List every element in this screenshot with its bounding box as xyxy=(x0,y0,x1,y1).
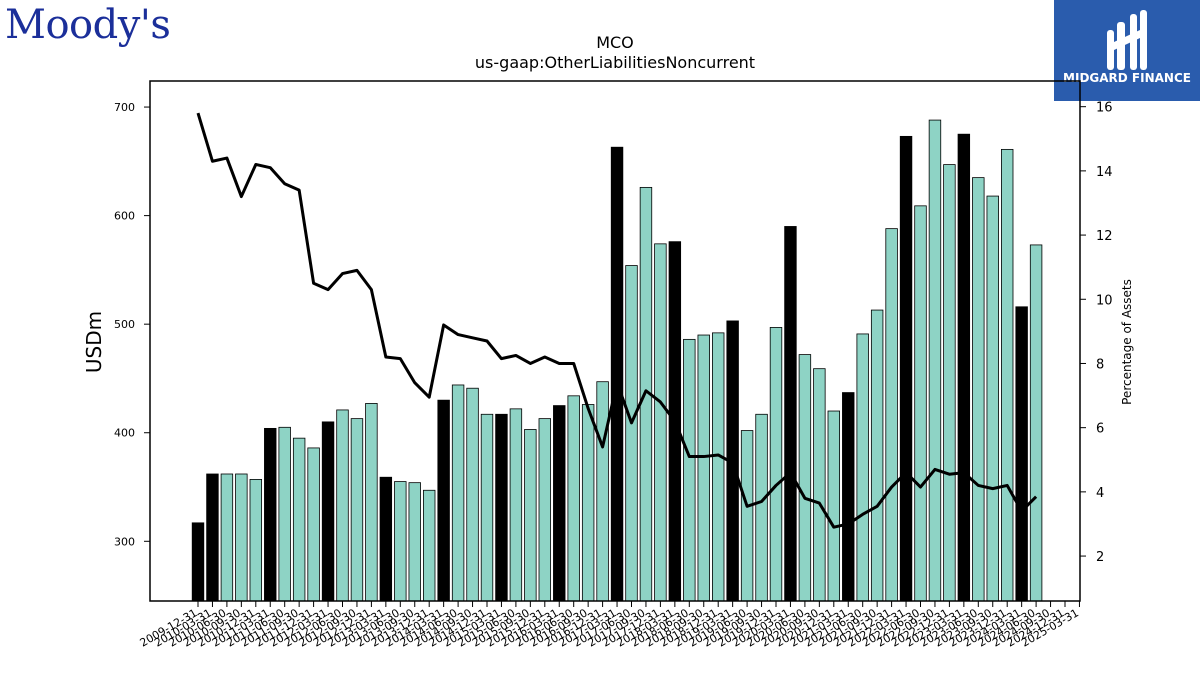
bar xyxy=(798,354,812,602)
bar xyxy=(712,332,725,602)
plot-frame xyxy=(149,80,1081,602)
bar xyxy=(220,473,234,602)
y2-tick-label: 16 xyxy=(1096,101,1113,116)
bar xyxy=(495,413,508,602)
bar xyxy=(538,418,552,602)
y2-tick-label: 14 xyxy=(1096,165,1113,180)
bars-layer xyxy=(191,119,1043,602)
bar xyxy=(769,327,783,602)
bar xyxy=(596,381,609,602)
axes-layer: 3004005006007002468101214162009-12-31201… xyxy=(114,101,1113,650)
bar xyxy=(206,473,219,602)
bar xyxy=(365,403,378,602)
bar xyxy=(408,482,421,602)
bar xyxy=(509,408,523,602)
bar xyxy=(278,426,291,602)
line-layer xyxy=(196,112,1038,529)
bar xyxy=(321,421,335,602)
bar xyxy=(1015,306,1028,602)
y2-tick-label: 2 xyxy=(1096,550,1104,565)
bar xyxy=(740,430,754,602)
y2-tick-label: 8 xyxy=(1096,357,1104,372)
bar xyxy=(943,164,956,602)
bar xyxy=(480,413,494,602)
bar xyxy=(264,427,277,602)
y-axis-label: USDm xyxy=(82,311,106,373)
bar xyxy=(191,522,205,602)
chart-subtitle: us-gaap:OtherLiabilitiesNoncurrent xyxy=(475,53,755,72)
bar xyxy=(654,243,667,602)
midgard-finance-wordmark: MIDGARD FINANCE xyxy=(1063,71,1191,85)
bar xyxy=(524,429,537,602)
y-tick-label: 600 xyxy=(114,210,135,223)
bar xyxy=(928,119,942,602)
y2-tick-label: 4 xyxy=(1096,486,1104,501)
y-tick-label: 500 xyxy=(114,318,135,331)
bar xyxy=(307,447,320,602)
bar xyxy=(437,399,450,602)
bar xyxy=(899,135,913,602)
y2-tick-label: 10 xyxy=(1096,293,1113,308)
y-tick-label: 700 xyxy=(114,101,135,114)
bar xyxy=(972,177,985,602)
y-tick-label: 400 xyxy=(114,427,135,440)
bar xyxy=(625,265,638,602)
bar xyxy=(379,476,393,602)
bar xyxy=(784,226,797,602)
bar xyxy=(813,368,826,602)
bar xyxy=(870,309,884,602)
midgard-mark-icon xyxy=(1107,10,1147,70)
bar xyxy=(856,333,869,602)
bar xyxy=(842,392,855,602)
bar xyxy=(553,405,566,602)
bar xyxy=(610,146,624,602)
bar xyxy=(451,384,465,602)
y2-tick-label: 12 xyxy=(1096,229,1113,244)
chart-title: MCO xyxy=(596,33,634,52)
bar xyxy=(466,387,479,602)
bar xyxy=(986,195,999,602)
bar xyxy=(755,413,768,602)
bar xyxy=(1029,244,1043,602)
bar xyxy=(292,437,306,602)
y-tick-label: 300 xyxy=(114,535,135,548)
moodys-logo: Moody's xyxy=(5,2,171,48)
bar xyxy=(827,410,841,602)
bar xyxy=(885,228,898,602)
bar xyxy=(422,489,436,602)
bar xyxy=(581,404,595,602)
bar xyxy=(394,481,407,602)
bar xyxy=(336,409,349,602)
bar xyxy=(697,334,710,602)
bar xyxy=(914,205,927,602)
midgard-finance-logo: MIDGARD FINANCE xyxy=(1054,0,1200,101)
bar xyxy=(957,133,971,602)
y2-tick-label: 6 xyxy=(1096,422,1104,437)
bar xyxy=(1001,148,1014,602)
bar xyxy=(683,338,696,602)
bar xyxy=(235,473,248,602)
bar xyxy=(350,418,364,602)
y2-axis-label: Percentage of Assets xyxy=(1120,279,1134,405)
bar xyxy=(249,479,263,602)
series-line-percent-of-assets xyxy=(196,112,1038,529)
bar xyxy=(567,395,580,602)
